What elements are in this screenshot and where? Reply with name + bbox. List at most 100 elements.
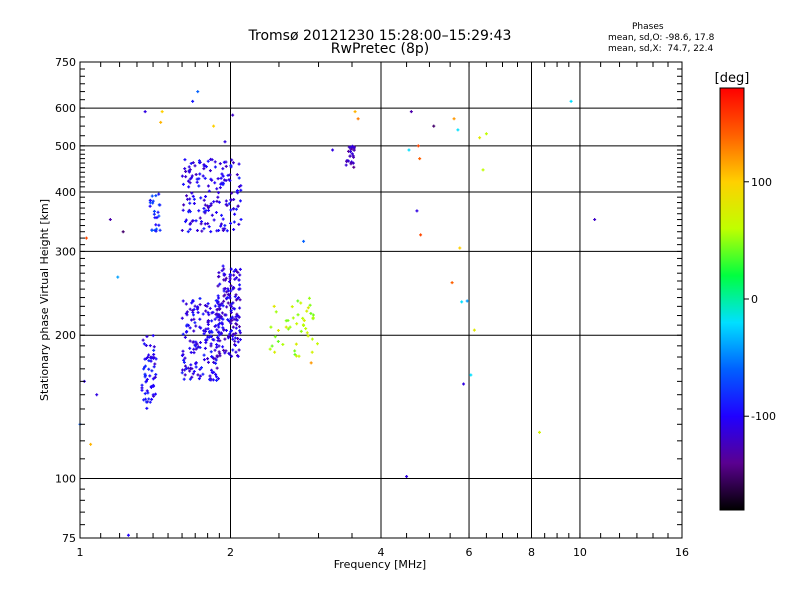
- data-point: [222, 267, 226, 271]
- data-point: [151, 383, 155, 387]
- data-point: [349, 161, 353, 165]
- data-point: [183, 373, 187, 377]
- data-point: [228, 303, 232, 307]
- data-point: [286, 327, 290, 331]
- data-point: [153, 392, 157, 396]
- data-point: [188, 221, 192, 225]
- data-point: [95, 393, 99, 397]
- data-point: [193, 164, 197, 168]
- data-point: [193, 304, 197, 308]
- data-point: [294, 354, 298, 358]
- data-point: [223, 140, 227, 144]
- data-point: [183, 368, 187, 372]
- data-point: [224, 164, 228, 168]
- data-point: [231, 113, 235, 117]
- data-point: [223, 337, 227, 341]
- data-point: [186, 230, 190, 234]
- data-point: [212, 360, 216, 364]
- data-point: [462, 382, 466, 386]
- data-point: [302, 319, 306, 323]
- data-point: [198, 341, 202, 345]
- y-axis-label: Stationary phase Virtual Height [km]: [38, 199, 51, 401]
- phase-stats: Phases mean, sd,O: -98.6, 17.8 mean, sd,…: [608, 22, 758, 55]
- data-point: [157, 214, 161, 218]
- data-point: [188, 377, 192, 381]
- data-point: [203, 164, 207, 168]
- phase-stats-o: mean, sd,O: -98.6, 17.8: [608, 33, 715, 43]
- data-point: [309, 361, 313, 365]
- data-point: [209, 334, 213, 338]
- data-point: [185, 310, 189, 314]
- y-tick-label: 750: [55, 56, 76, 69]
- data-point: [191, 340, 195, 344]
- data-point: [460, 300, 464, 304]
- data-point: [200, 229, 204, 233]
- data-point: [186, 179, 190, 183]
- data-point: [142, 367, 146, 371]
- data-point: [224, 349, 228, 353]
- data-point: [207, 225, 211, 229]
- data-point: [188, 346, 192, 350]
- data-point: [153, 362, 157, 366]
- data-point: [276, 328, 280, 332]
- data-point: [226, 335, 230, 339]
- data-point: [144, 379, 148, 383]
- data-point: [222, 294, 226, 298]
- data-point: [223, 278, 227, 282]
- data-point: [221, 174, 225, 178]
- data-point: [229, 321, 233, 325]
- data-point: [284, 325, 288, 329]
- data-point: [198, 303, 202, 307]
- data-point: [237, 176, 241, 180]
- data-point: [84, 236, 88, 240]
- data-point: [218, 162, 222, 166]
- data-point: [194, 219, 198, 223]
- data-point: [234, 298, 238, 302]
- data-point: [192, 369, 196, 373]
- data-point: [144, 397, 147, 401]
- data-point: [215, 187, 219, 191]
- data-point: [353, 110, 357, 114]
- data-point: [219, 303, 223, 307]
- data-point: [215, 345, 219, 349]
- data-point: [199, 222, 203, 226]
- data-point: [231, 306, 235, 310]
- data-point: [309, 311, 313, 315]
- data-point: [196, 90, 200, 94]
- data-point: [160, 110, 164, 114]
- data-point: [151, 199, 155, 203]
- data-point: [218, 186, 222, 190]
- x-tick-label: 10: [573, 546, 587, 559]
- data-point: [188, 339, 192, 343]
- data-point: [472, 328, 476, 332]
- data-point: [537, 430, 541, 434]
- data-point: [456, 128, 460, 132]
- data-point: [180, 354, 184, 358]
- data-point: [148, 400, 152, 404]
- data-point: [274, 310, 278, 314]
- y-tick-label: 75: [62, 532, 76, 545]
- data-point: [140, 383, 144, 387]
- data-point: [232, 197, 236, 201]
- data-point: [229, 208, 233, 212]
- data-point: [213, 165, 217, 169]
- data-point: [345, 160, 349, 164]
- data-point: [180, 228, 184, 232]
- data-point: [215, 366, 219, 370]
- data-point: [331, 148, 335, 152]
- data-point: [212, 370, 216, 374]
- data-point: [207, 313, 211, 317]
- data-point: [150, 369, 154, 373]
- data-point: [182, 377, 186, 381]
- data-point: [150, 397, 154, 401]
- data-point: [150, 194, 154, 198]
- colorbar-tick-label: 100: [751, 176, 772, 189]
- data-point: [216, 377, 220, 381]
- data-point: [230, 158, 234, 162]
- colorbar-label: [deg]: [715, 71, 750, 86]
- data-point: [230, 191, 234, 195]
- data-point: [157, 203, 161, 207]
- data-point: [293, 349, 297, 353]
- data-point: [232, 273, 236, 277]
- data-point: [181, 332, 185, 336]
